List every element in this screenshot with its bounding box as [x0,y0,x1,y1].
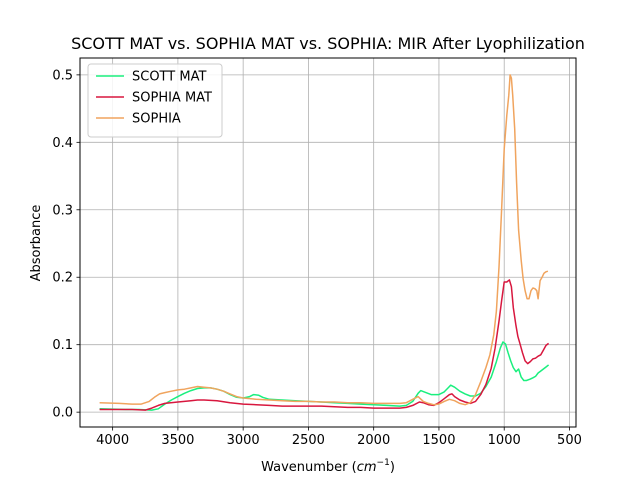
x-axis-title-text: Wavenumber [261,460,348,475]
legend: SCOTT MAT SOPHIA MAT SOPHIA [87,63,223,138]
x-axis-unit: cm [357,460,377,475]
y-axis-title: Absorbance [29,205,44,282]
y-tick-label: 0.5 [52,68,73,83]
series-lines [99,74,550,411]
x-tick-label: 1000 [488,433,521,448]
grid [80,58,576,427]
series-line-sophia [99,74,549,406]
y-tick-label: 0.1 [52,338,73,353]
legend-label-sophia-mat: SOPHIA MAT [132,91,212,106]
legend-label-sophia: SOPHIA [132,112,181,127]
series-line-sophia-mat [99,279,550,411]
y-tick-label: 0.3 [52,203,73,218]
x-tick-label: 2000 [357,433,390,448]
x-tick-label: 500 [557,433,582,448]
x-axis-title: Wavenumber (cm−1) [261,458,395,475]
y-tick-label: 0.4 [52,136,73,151]
axis-ticks: 4000 3500 3000 2500 2000 1500 1000 500 0.0 0.1 0.2… [52,68,582,448]
x-tick-label: 2500 [292,433,325,448]
x-tick-label: 1500 [422,433,455,448]
y-tick-label: 0.2 [52,271,73,286]
x-tick-label: 3000 [227,433,260,448]
x-tick-label: 3500 [161,433,194,448]
legend-label-scott-mat: SCOTT MAT [132,70,206,85]
x-axis-unit-exponent: −1 [377,458,390,468]
x-tick-label: 4000 [96,433,129,448]
chart-title: SCOTT MAT vs. SOPHIA MAT vs. SOPHIA: MIR… [71,34,585,53]
y-tick-label: 0.0 [52,406,73,421]
plot-frame [79,57,577,428]
